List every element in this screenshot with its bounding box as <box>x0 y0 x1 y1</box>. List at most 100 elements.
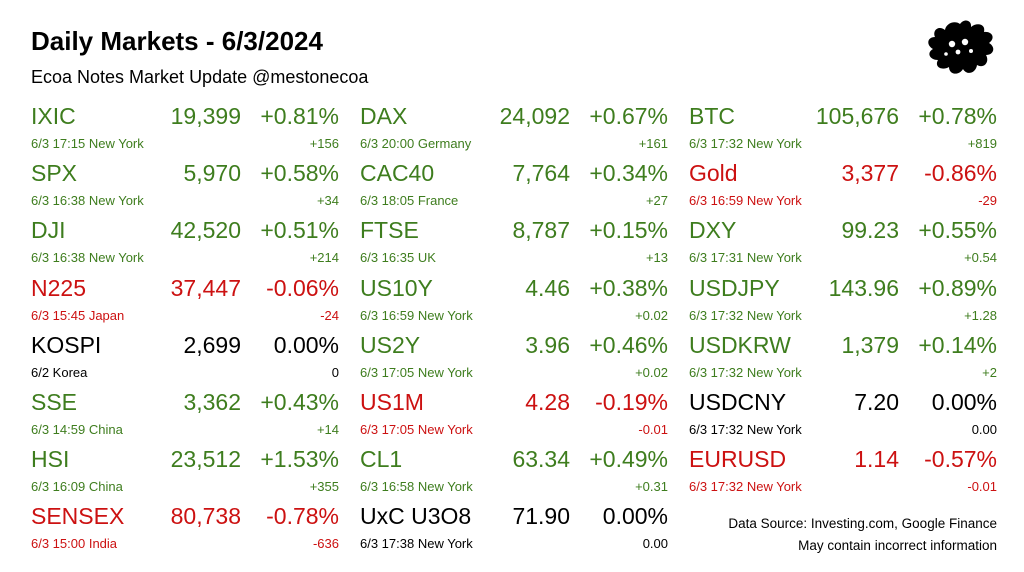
market-change-percent: +0.38% <box>589 274 668 301</box>
market-symbol: N225 <box>31 274 86 301</box>
market-price: 4.46 <box>525 274 570 301</box>
market-change-percent: 0.00% <box>931 388 997 415</box>
market-price: 143.96 <box>828 274 899 301</box>
market-timestamp: 6/3 17:32 New York <box>689 307 802 323</box>
market-change-value: +27 <box>645 193 668 209</box>
market-cell: Gold 3,377 -0.86% 6/3 16:59 New York -29 <box>689 160 997 217</box>
market-timestamp: 6/3 16:58 New York <box>360 479 473 495</box>
market-change-value: +1.28 <box>964 307 997 323</box>
market-symbol: USDKRW <box>689 331 791 358</box>
market-change-percent: +0.14% <box>918 331 997 358</box>
market-change-value: -636 <box>312 536 339 552</box>
market-change-percent: +1.53% <box>260 446 339 473</box>
market-price: 3,377 <box>841 160 899 187</box>
market-price: 99.23 <box>841 217 899 244</box>
market-change-percent: +0.15% <box>589 217 668 244</box>
market-price: 3,362 <box>183 388 241 415</box>
market-change-percent: -0.86% <box>924 160 997 187</box>
market-cell: SSE 3,362 +0.43% 6/3 14:59 China +14 <box>31 389 339 446</box>
market-change-value: +0.02 <box>635 364 668 380</box>
market-timestamp: 6/3 16:38 New York <box>31 193 144 209</box>
market-timestamp: 6/3 17:32 New York <box>689 479 802 495</box>
market-change-value: -24 <box>320 307 339 323</box>
market-cell: UxC U3O8 71.90 0.00% 6/3 17:38 New York 0.00 <box>360 503 668 560</box>
market-change-value: +13 <box>645 250 668 266</box>
market-change-percent: +0.81% <box>260 103 339 129</box>
market-timestamp: 6/3 17:32 New York <box>689 421 802 437</box>
market-price: 42,520 <box>170 217 241 244</box>
market-timestamp: 6/3 16:59 New York <box>689 193 802 209</box>
page-title: Daily Markets - 6/3/2024 <box>31 26 323 56</box>
market-symbol: IXIC <box>31 103 76 129</box>
market-change-value: +0.31 <box>635 479 668 495</box>
market-column-fx-commodities: BTC 105,676 +0.78% 6/3 17:32 New York +819 Go… <box>689 103 997 503</box>
market-change-value: -0.01 <box>638 421 668 437</box>
market-symbol: SENSEX <box>31 503 125 530</box>
market-symbol: DJI <box>31 217 66 244</box>
market-symbol: SSE <box>31 388 78 415</box>
market-price: 19,399 <box>170 103 241 129</box>
market-change-percent: +0.67% <box>589 103 668 129</box>
market-symbol: US10Y <box>360 274 433 301</box>
market-price: 24,092 <box>499 103 570 129</box>
market-change-value: 0.00 <box>971 421 997 437</box>
market-timestamp: 6/3 16:38 New York <box>31 250 144 266</box>
market-cell: KOSPI 2,699 0.00% 6/2 Korea 0 <box>31 332 339 389</box>
market-change-percent: +0.51% <box>260 217 339 244</box>
market-timestamp: 6/3 15:00 India <box>31 536 118 552</box>
market-change-percent: +0.78% <box>918 103 997 129</box>
market-change-percent: +0.46% <box>589 331 668 358</box>
market-column-indices: IXIC 19,399 +0.81% 6/3 17:15 New York +156 SP… <box>31 103 339 561</box>
market-change-percent: -0.19% <box>595 388 668 415</box>
market-cell: IXIC 19,399 +0.81% 6/3 17:15 New York +156 <box>31 103 339 160</box>
market-price: 37,447 <box>170 274 241 301</box>
market-timestamp: 6/3 17:15 New York <box>31 136 144 151</box>
market-column-europe-rates: DAX 24,092 +0.67% 6/3 20:00 Germany +161 CAC4… <box>360 103 668 561</box>
market-price: 1,379 <box>841 331 899 358</box>
market-symbol: EURUSD <box>689 446 787 473</box>
market-price: 8,787 <box>512 217 570 244</box>
market-change-value: +156 <box>309 136 339 151</box>
market-symbol: US1M <box>360 388 424 415</box>
market-change-value: -29 <box>978 193 997 209</box>
market-cell: USDJPY 143.96 +0.89% 6/3 17:32 New York +1.2… <box>689 275 997 332</box>
market-change-percent: +0.43% <box>260 388 339 415</box>
market-symbol: Gold <box>689 160 738 187</box>
market-change-percent: -0.57% <box>924 446 997 473</box>
market-timestamp: 6/3 17:05 New York <box>360 421 473 437</box>
market-change-value: +0.02 <box>635 307 668 323</box>
market-change-value: +214 <box>309 250 339 266</box>
market-change-value: 0 <box>331 364 339 380</box>
market-timestamp: 6/3 20:00 Germany <box>360 136 472 151</box>
market-cell: N225 37,447 -0.06% 6/3 15:45 Japan -24 <box>31 275 339 332</box>
market-symbol: HSI <box>31 446 70 473</box>
market-symbol: DAX <box>360 103 408 129</box>
market-timestamp: 6/3 15:45 Japan <box>31 307 125 323</box>
market-cell: BTC 105,676 +0.78% 6/3 17:32 New York +819 <box>689 103 997 160</box>
market-symbol: FTSE <box>360 217 419 244</box>
market-cell: DJI 42,520 +0.51% 6/3 16:38 New York +214 <box>31 217 339 274</box>
disclaimer-note: May contain incorrect information <box>798 538 997 553</box>
market-price: 7,764 <box>512 160 570 187</box>
market-change-value: +161 <box>638 136 668 151</box>
market-change-percent: 0.00% <box>273 331 339 358</box>
market-price: 71.90 <box>512 503 570 530</box>
market-change-percent: +0.49% <box>589 446 668 473</box>
market-cell: USDKRW 1,379 +0.14% 6/3 17:32 New York +2 <box>689 332 997 389</box>
market-symbol: CL1 <box>360 446 403 473</box>
market-symbol: CAC40 <box>360 160 435 187</box>
market-symbol: BTC <box>689 103 735 129</box>
market-timestamp: 6/3 16:59 New York <box>360 307 473 323</box>
page-subtitle: Ecoa Notes Market Update @mestonecoa <box>31 67 369 87</box>
market-price: 2,699 <box>183 331 241 358</box>
market-timestamp: 6/3 17:38 New York <box>360 536 473 552</box>
market-cell: HSI 23,512 +1.53% 6/3 16:09 China +355 <box>31 446 339 503</box>
market-symbol: SPX <box>31 160 78 187</box>
market-cell: CL1 63.34 +0.49% 6/3 16:58 New York +0.31 <box>360 446 668 503</box>
data-source-note: Data Source: Investing.com, Google Finan… <box>728 516 997 531</box>
market-timestamp: 6/3 16:09 China <box>31 479 123 495</box>
market-cell: USDCNY 7.20 0.00% 6/3 17:32 New York 0.00 <box>689 389 997 446</box>
market-symbol: KOSPI <box>31 331 102 358</box>
market-price: 63.34 <box>512 446 570 473</box>
market-timestamp: 6/2 Korea <box>31 364 88 380</box>
